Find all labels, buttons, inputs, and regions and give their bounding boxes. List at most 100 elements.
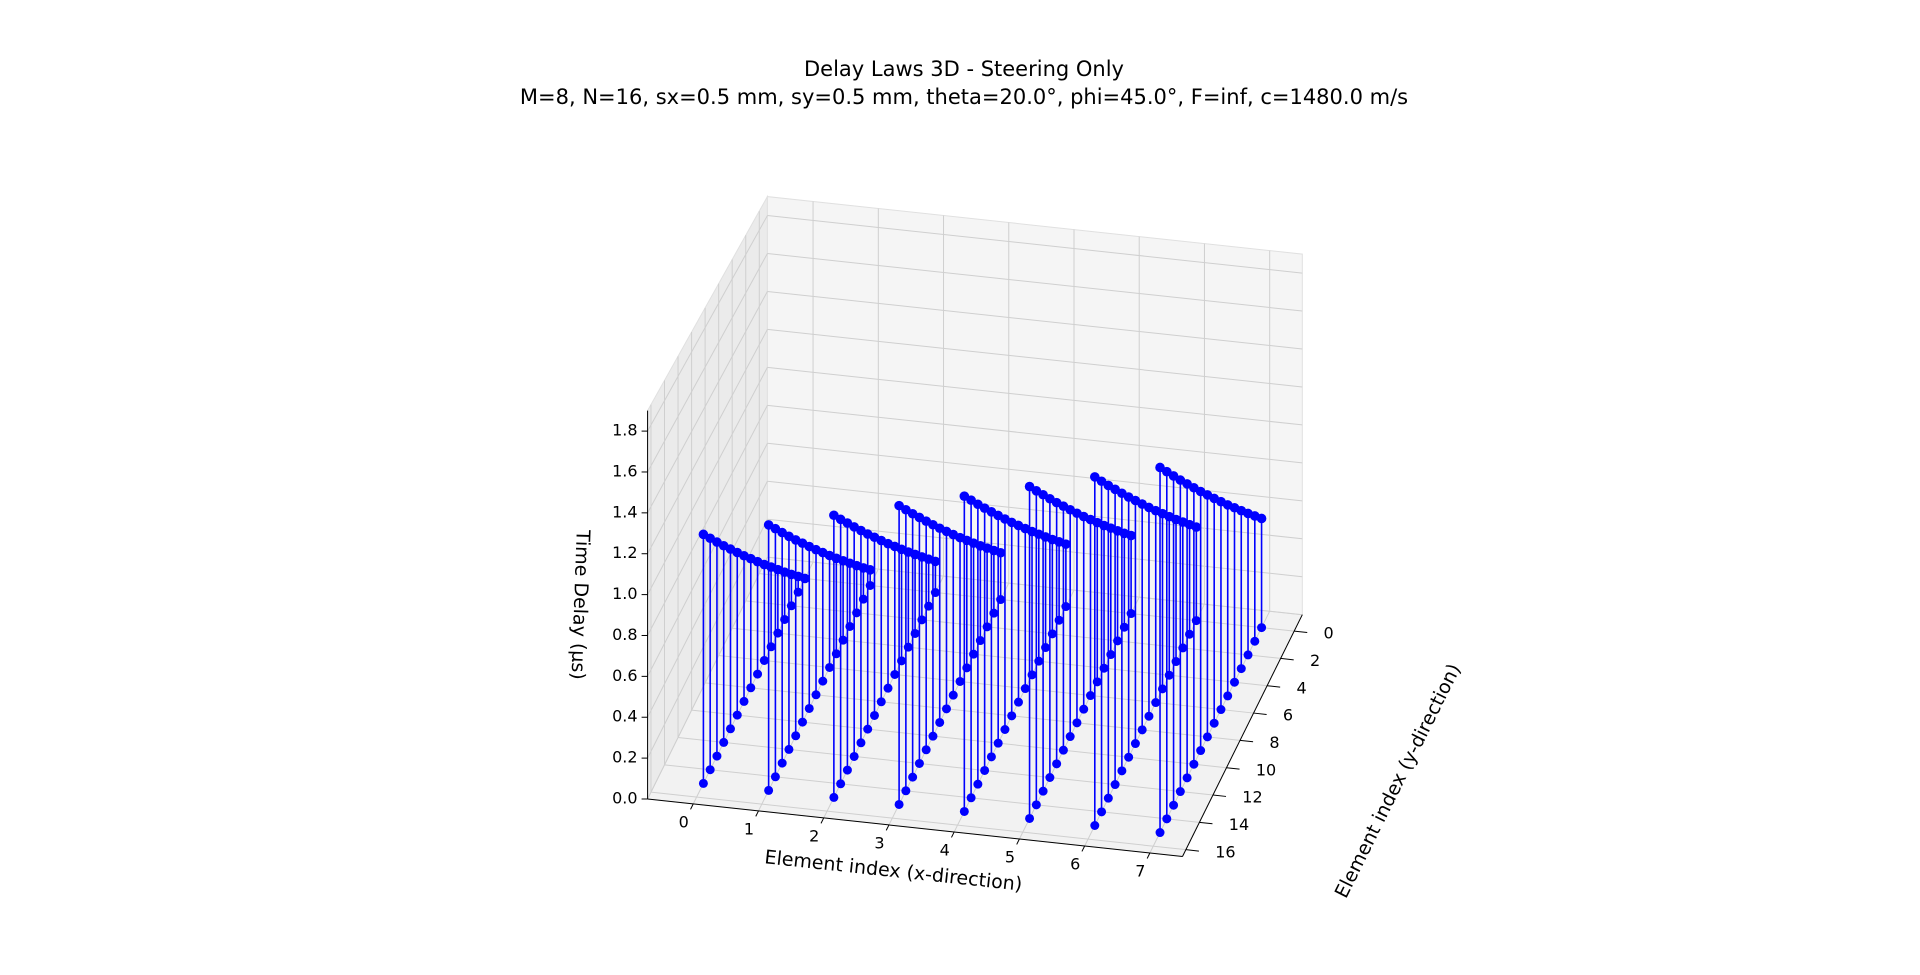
stem-marker	[1024, 481, 1035, 492]
stem-base	[825, 662, 835, 672]
stem-base	[818, 676, 828, 686]
grid-line	[767, 215, 1303, 274]
grid-line	[677, 737, 1214, 796]
stem-base	[1137, 725, 1147, 735]
stem-base	[698, 778, 708, 788]
stem-base	[1175, 787, 1185, 797]
x-axis-line	[647, 798, 1183, 858]
stem-base	[966, 793, 976, 803]
x-tick-label: 7	[1135, 862, 1145, 881]
stem-base	[1229, 677, 1239, 687]
z-tick-label: 1.6	[612, 461, 637, 480]
stem-base	[1090, 820, 1100, 830]
grid-line	[767, 290, 1303, 350]
z-tick-label: 1.2	[612, 543, 637, 562]
z-tick-label: 0.2	[612, 748, 637, 767]
stem-base	[759, 655, 769, 665]
stem-base	[811, 690, 821, 700]
stem-base	[1189, 759, 1199, 769]
stem-base	[1000, 724, 1010, 734]
stem-marker	[829, 510, 839, 521]
stem-base	[829, 792, 839, 802]
stem-base	[1162, 814, 1172, 824]
y-tick-label: 2	[1310, 651, 1320, 670]
stem-base	[791, 731, 801, 741]
stem-base	[770, 772, 780, 782]
stem-base	[901, 786, 911, 796]
x-tick-label: 0	[679, 813, 689, 832]
stem-base	[1045, 772, 1055, 782]
stem-base	[948, 690, 958, 700]
stem-base	[797, 717, 807, 727]
stem-base	[764, 785, 774, 795]
tick-mark	[1253, 712, 1267, 715]
x-tick-label: 1	[744, 820, 754, 839]
stem-base	[876, 697, 886, 707]
x-tick-label: 2	[809, 827, 819, 846]
stem-base	[1097, 807, 1107, 817]
z-tick-label: 0.0	[612, 788, 637, 807]
stem-base	[883, 683, 893, 693]
tick-mark	[820, 817, 825, 824]
grid-line	[647, 405, 768, 636]
stem-marker	[763, 520, 774, 530]
y-tick-label: 14	[1229, 815, 1249, 834]
y-tick-label: 8	[1269, 733, 1279, 752]
grid-line	[647, 215, 768, 432]
stem-base	[1169, 800, 1179, 810]
x-tick-label: 4	[940, 841, 950, 860]
tick-mark	[1199, 821, 1213, 825]
stem-base	[1072, 718, 1082, 728]
stem-base	[1250, 636, 1260, 646]
tick-mark	[1280, 657, 1294, 661]
grid-line	[650, 791, 1186, 851]
stem-base	[1236, 664, 1246, 674]
stem-marker	[1155, 462, 1165, 473]
grid-line	[647, 253, 768, 473]
stem-base	[849, 751, 859, 761]
stem-base	[941, 704, 951, 714]
stem-base	[1013, 697, 1023, 707]
tick-mark	[1239, 739, 1254, 743]
z-tick-label: 0.8	[612, 625, 637, 644]
x-tick-label: 3	[874, 834, 884, 853]
stem-base	[753, 669, 763, 679]
stem-base	[890, 669, 900, 679]
grid-line	[759, 573, 1295, 632]
stem-base	[928, 731, 938, 741]
stem-base	[1196, 746, 1206, 756]
stem-base	[914, 758, 924, 768]
tick-mark	[885, 824, 890, 831]
tick-mark	[755, 810, 759, 817]
stem-base	[1025, 813, 1035, 823]
z-tick-label: 1.0	[612, 584, 637, 603]
stem-base	[856, 738, 866, 748]
grid-line	[745, 600, 1281, 659]
stem-base	[1117, 766, 1127, 776]
stem-base	[1031, 800, 1041, 810]
stem-base	[777, 758, 787, 768]
grid-line	[767, 404, 1303, 464]
y-tick-label: 12	[1242, 788, 1262, 807]
grid-line	[664, 764, 1200, 823]
stem-marker	[698, 529, 709, 540]
chart-subtitle: M=8, N=16, sx=0.5 mm, sy=0.5 mm, theta=2…	[520, 85, 1408, 109]
stem-base	[1216, 705, 1226, 715]
stem-base	[935, 717, 945, 727]
y-tick-label: 0	[1324, 624, 1334, 643]
stem-base	[959, 806, 969, 816]
grid-line	[767, 253, 1303, 312]
stem-base	[1182, 773, 1192, 783]
stem-base	[894, 799, 904, 809]
stem-base	[1085, 691, 1095, 701]
grid-line	[767, 480, 1303, 540]
stem-base	[993, 738, 1003, 748]
tick-mark	[690, 803, 694, 810]
grid-line	[691, 709, 1227, 769]
grid-line	[767, 366, 1303, 426]
stem-base	[719, 737, 729, 747]
stem-base	[804, 703, 814, 713]
x-tick-label: 5	[1005, 848, 1015, 867]
chart-title: Delay Laws 3D - Steering Only	[804, 57, 1124, 81]
